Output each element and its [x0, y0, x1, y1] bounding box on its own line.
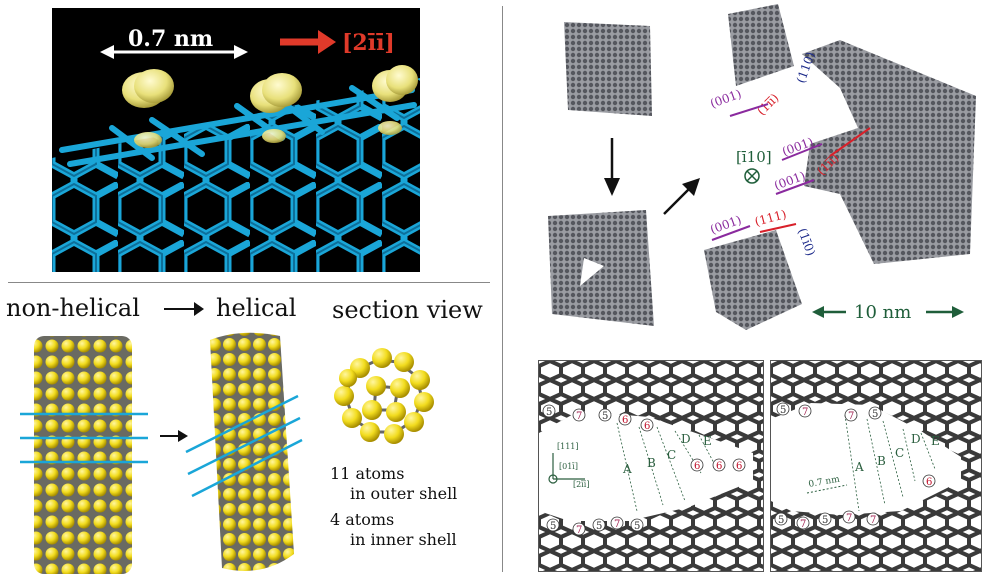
defect-lattice-left: A B C D E 5 7 5 6 6 6 6 6 5 7 5 7	[539, 361, 763, 571]
svg-text:6: 6	[644, 421, 650, 432]
svg-text:7: 7	[870, 515, 876, 526]
svg-text:6: 6	[716, 461, 722, 472]
svg-text:5: 5	[596, 521, 602, 532]
direction-001-d: (001)	[708, 213, 743, 237]
ring-labels-right: 5 7 7 5 6 5 7 5 7 7	[774, 402, 936, 530]
svg-text:6: 6	[926, 477, 932, 488]
svg-text:5: 5	[780, 405, 786, 416]
svg-text:5: 5	[872, 409, 878, 420]
inner-atoms-count: 4 atoms	[330, 510, 395, 529]
svg-text:5: 5	[634, 521, 640, 532]
fragment-top-left	[728, 4, 794, 86]
vertical-divider	[502, 6, 503, 572]
svg-text:7: 7	[614, 519, 620, 530]
scale-line	[806, 484, 848, 494]
scale-label: 10 nm	[854, 302, 911, 323]
axis-label: [ī10]	[736, 148, 772, 166]
direction-110-top: (110)	[794, 50, 818, 85]
panel-surface-lattice: 0.7 nm [2īī]	[52, 8, 420, 272]
distance-arrow	[100, 45, 248, 59]
slab-initial	[564, 22, 652, 116]
outer-atoms-count: 11 atoms	[330, 464, 405, 483]
horizontal-divider	[8, 282, 490, 283]
helical-label: helical	[216, 294, 297, 322]
ring-labels-left: 5 7 5 6 6 6 6 6 5 7 5 7 5	[542, 404, 746, 536]
svg-text:A: A	[854, 460, 864, 474]
bulk-lattice	[52, 78, 420, 272]
svg-text:5: 5	[546, 407, 552, 418]
crystal-axes	[548, 453, 585, 484]
domain-lines-right	[844, 414, 936, 512]
svg-text:[01ī]: [01ī]	[559, 462, 578, 471]
direction-001-a: (001)	[708, 87, 743, 111]
svg-text:7: 7	[576, 411, 582, 422]
svg-text:[111]: [111]	[557, 442, 579, 451]
svg-text:5: 5	[778, 515, 784, 526]
domain-labels-right: A B C D E	[854, 432, 940, 474]
svg-text:6: 6	[622, 415, 628, 426]
direction-1b0: (1ī0)	[795, 226, 818, 258]
transition-arrow-head	[194, 302, 204, 316]
svg-text:5: 5	[602, 411, 608, 422]
direction-111: (111)	[753, 207, 788, 229]
wire-transition-arrow	[160, 430, 188, 442]
svg-text:7: 7	[576, 525, 582, 536]
svg-text:B: B	[877, 454, 886, 468]
svg-text:5: 5	[550, 521, 556, 532]
svg-text:E: E	[931, 434, 940, 448]
surface-lattice-figure: 0.7 nm [2īī]	[52, 26, 420, 272]
svg-text:7: 7	[848, 411, 854, 422]
svg-text:C: C	[667, 448, 676, 462]
svg-text:6: 6	[736, 461, 742, 472]
nanowire-figure	[20, 332, 434, 574]
svg-text:D: D	[911, 432, 921, 446]
svg-text:C: C	[895, 446, 904, 460]
defect-lattice-right: A B C D E 5 7 7 5 6 5 7 5 7 7 0.7 nm	[771, 361, 981, 571]
svg-text:7: 7	[800, 519, 806, 530]
svg-text:A: A	[622, 462, 632, 476]
svg-text:6: 6	[694, 461, 700, 472]
outer-shell-label: in outer shell	[350, 484, 458, 503]
fragment-main	[802, 40, 976, 264]
svg-text:7: 7	[802, 407, 808, 418]
helical-wire	[210, 332, 294, 571]
fragment-bottom-left	[704, 230, 802, 330]
non-helical-label: non-helical	[6, 294, 140, 322]
process-arrows	[604, 138, 700, 215]
inner-shell-label: in inner shell	[350, 530, 457, 549]
domain-labels: A B C D E	[622, 432, 712, 476]
svg-text:E: E	[703, 434, 712, 448]
section-view-cluster	[334, 348, 434, 444]
svg-text:[2īī]: [2īī]	[573, 480, 589, 489]
slab-cracked	[548, 210, 654, 326]
svg-text:5: 5	[822, 515, 828, 526]
axis-into-page-icon	[744, 168, 760, 184]
orbital-lobes	[122, 65, 418, 148]
defect-panel-right: A B C D E 5 7 7 5 6 5 7 5 7 7 0.7 nm	[770, 360, 982, 572]
non-helical-lines	[20, 412, 148, 464]
section-view-label: section view	[332, 296, 483, 324]
svg-text:B: B	[647, 456, 656, 470]
helical-lines	[185, 394, 303, 498]
transition-arrow-top	[164, 308, 198, 310]
direction-arrow	[280, 30, 336, 54]
axis-labels: [111] [01ī] [2īī]	[557, 442, 589, 489]
defect-panel-left: A B C D E 5 7 5 6 6 6 6 6 5 7 5 7	[538, 360, 764, 572]
svg-text:D: D	[681, 432, 691, 446]
distance-label: 0.7 nm	[128, 26, 213, 52]
non-helical-wire	[34, 336, 132, 574]
colored-arrows	[711, 103, 871, 241]
svg-text:7: 7	[846, 513, 852, 524]
scale-bar	[812, 306, 964, 318]
direction-label: [2īī]	[342, 30, 395, 56]
fracture-figure: (110) (001) (1īī) (001) (1īī) (001) (001…	[548, 4, 976, 330]
